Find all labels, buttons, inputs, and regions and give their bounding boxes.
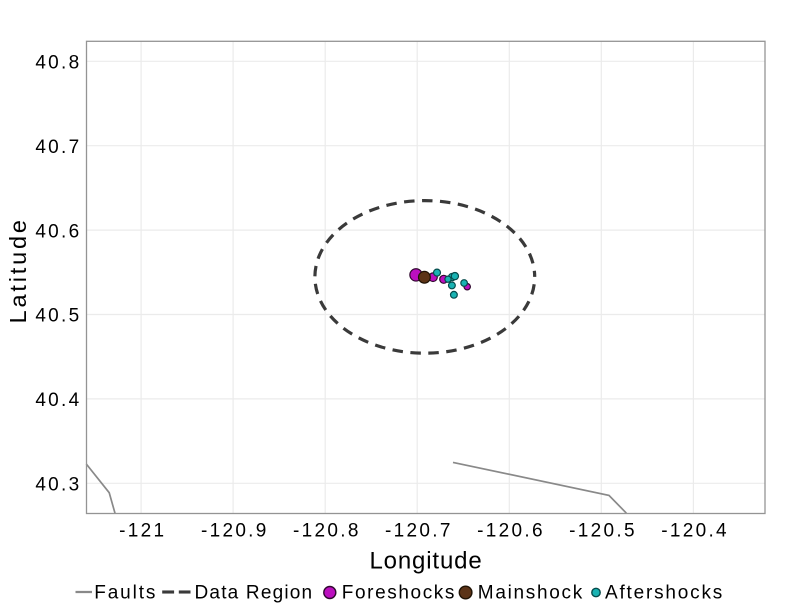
svg-text:-120.9: -120.9 [201,521,269,542]
svg-text:40.5: 40.5 [35,306,81,327]
svg-text:40.6: 40.6 [35,221,81,242]
svg-text:40.4: 40.4 [35,390,81,411]
svg-text:40.7: 40.7 [35,137,81,158]
svg-text:Faults: Faults [94,583,157,604]
svg-text:-120.8: -120.8 [293,521,361,542]
svg-text:40.3: 40.3 [35,475,81,496]
svg-text:Aftershocks: Aftershocks [605,583,724,604]
svg-text:-121: -121 [119,521,166,542]
svg-text:Longitude: Longitude [369,548,482,575]
svg-text:-120.5: -120.5 [569,521,637,542]
svg-text:40.8: 40.8 [35,53,81,74]
svg-text:-120.6: -120.6 [477,521,545,542]
svg-text:Foreshocks: Foreshocks [342,583,456,604]
svg-text:-120.4: -120.4 [661,521,729,542]
svg-text:Mainshock: Mainshock [478,583,584,604]
svg-text:-120.7: -120.7 [385,521,453,542]
svg-text:Latitude: Latitude [5,217,31,323]
svg-text:Data Region: Data Region [195,583,314,604]
